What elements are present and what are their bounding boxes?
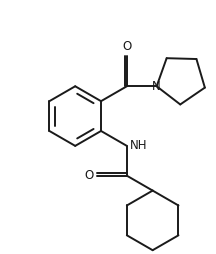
Text: N: N — [152, 80, 161, 93]
Text: O: O — [85, 169, 94, 182]
Text: NH: NH — [130, 139, 147, 152]
Text: O: O — [122, 40, 132, 54]
